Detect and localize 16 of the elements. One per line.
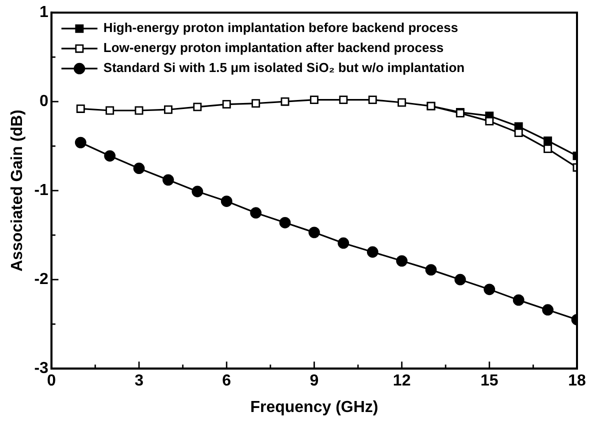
y-axis-title: Associated Gain (dB) xyxy=(9,110,26,272)
y-tick-label: -2 xyxy=(34,271,49,288)
y-tick-label: -1 xyxy=(34,182,49,200)
x-tick-label: 3 xyxy=(134,372,144,390)
y-tick-label: 0 xyxy=(40,93,49,110)
x-axis-title: Frequency (GHz) xyxy=(250,398,378,416)
y-tick-label: -3 xyxy=(34,360,49,378)
x-tick-label: 9 xyxy=(310,372,319,390)
x-tick-label: 12 xyxy=(392,372,411,390)
legend-label: Low-energy proton implantation after backend process xyxy=(103,40,444,56)
y-tick-label: 1 xyxy=(40,4,49,22)
x-tick-label: 6 xyxy=(222,372,232,390)
x-tick-label: 18 xyxy=(568,372,586,390)
x-tick-label: 15 xyxy=(480,372,498,390)
legend-label: Standard Si with 1.5 μm isolated SiO₂ but w/o implantation xyxy=(103,60,465,76)
legend-label: High-energy proton implantation before backend process xyxy=(103,20,458,36)
